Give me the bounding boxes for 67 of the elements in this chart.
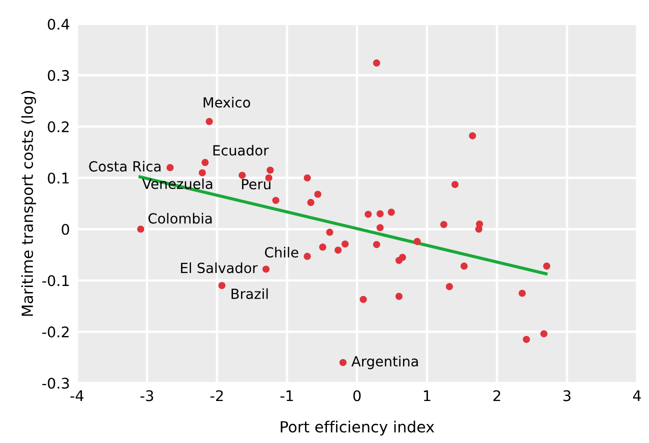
x-tick-label: 4 [633, 390, 641, 402]
point [376, 224, 384, 232]
point [137, 226, 144, 233]
point [319, 244, 326, 251]
point [238, 172, 246, 179]
point [314, 190, 322, 198]
point [198, 169, 206, 176]
annotation: Argentina [351, 356, 418, 370]
annotation: Mexico [204, 96, 250, 108]
x-tick-label: -1 [280, 390, 293, 402]
point [398, 254, 406, 261]
point [202, 158, 209, 166]
point [543, 262, 550, 270]
point [218, 282, 226, 290]
x-tick-label: 3 [563, 390, 570, 402]
point [339, 358, 347, 366]
point [304, 174, 311, 182]
x-axis-title: Port efficiency index [280, 420, 434, 436]
point [540, 330, 548, 338]
point [166, 164, 174, 172]
point [414, 238, 421, 245]
point [446, 283, 453, 290]
x-tick-label: -3 [140, 390, 154, 402]
point [266, 166, 274, 174]
point [440, 220, 448, 228]
annotation: Brazil [232, 288, 268, 300]
point [388, 208, 395, 216]
point [272, 196, 280, 204]
point [522, 336, 530, 343]
annotation: Colombia [148, 212, 212, 224]
annotation: Peru [242, 179, 270, 190]
point [334, 246, 342, 254]
y-tick-label: 0.1 [48, 172, 69, 184]
x-tick-label: 0 [353, 390, 361, 402]
point [468, 132, 476, 140]
annotation: Chile [264, 246, 298, 258]
y-tick-label: 0.2 [48, 121, 69, 132]
x-tick-label: -2 [210, 390, 223, 402]
point [395, 292, 403, 300]
y-tick-label: 0.4 [48, 18, 70, 30]
x-tick-label: -4 [70, 390, 84, 402]
point [518, 290, 526, 297]
y-tick-label: 0 [62, 224, 70, 235]
x-tick-label: 2 [493, 390, 500, 402]
annotation: Costa Rica [89, 160, 161, 172]
point [326, 228, 334, 236]
point [206, 118, 213, 125]
point [373, 59, 380, 67]
annotation: El Salvador [181, 262, 258, 274]
point [262, 266, 270, 273]
annotation: Ecuador [213, 144, 269, 156]
point [460, 262, 468, 270]
point [304, 252, 311, 260]
y-tick-label: -0.3 [42, 378, 69, 389]
y-tick-label: 0.3 [48, 70, 69, 82]
point [360, 296, 367, 303]
y-tick-label: -0.1 [42, 275, 69, 286]
y-tick-label: -0.2 [42, 326, 69, 338]
point [376, 210, 384, 218]
point [307, 198, 314, 206]
y-axis-title: Maritime transport costs (log) [21, 91, 36, 316]
point [342, 240, 349, 248]
point [475, 226, 482, 233]
x-tick-label: 1 [424, 390, 430, 402]
point [364, 210, 372, 218]
point [451, 180, 459, 188]
point [373, 240, 380, 248]
